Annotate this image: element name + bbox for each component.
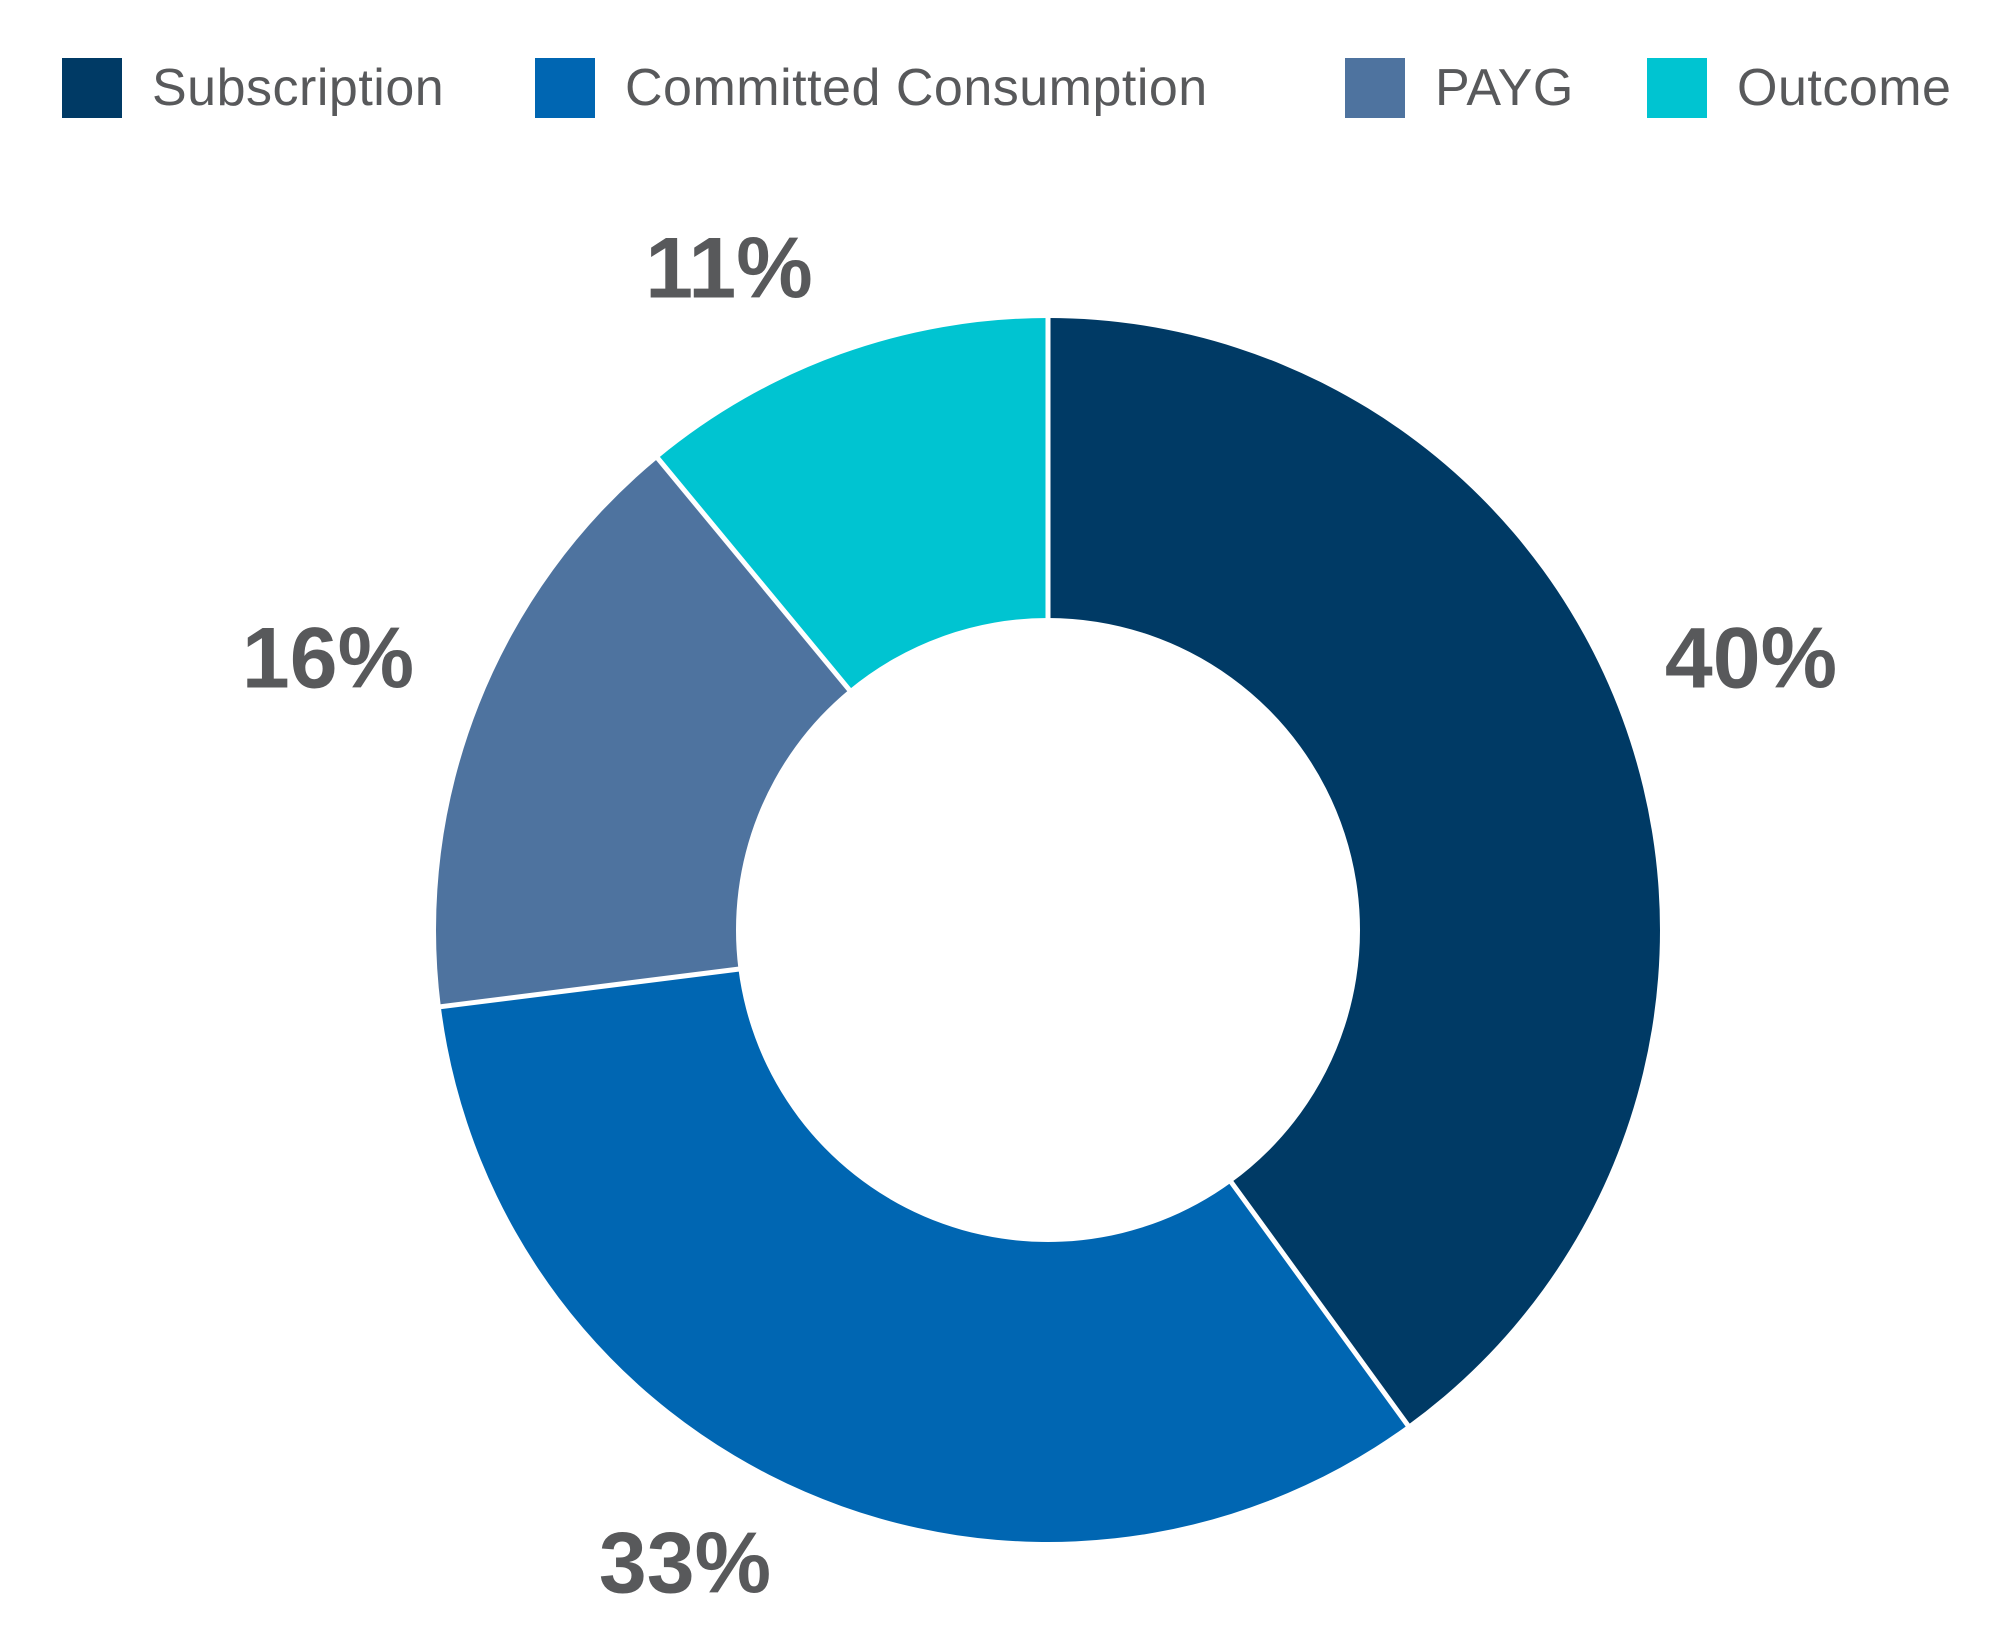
donut-slice-outcome bbox=[657, 318, 1048, 690]
legend-label-committed-consumption: Committed Consumption bbox=[625, 59, 1208, 117]
legend-label-outcome: Outcome bbox=[1737, 59, 1952, 117]
legend-label-subscription: Subscription bbox=[152, 59, 445, 117]
legend-swatch-subscription bbox=[62, 58, 122, 118]
slice-separator bbox=[654, 455, 854, 695]
slice-separator bbox=[438, 966, 743, 1010]
legend-item-committed-consumption: Committed Consumption bbox=[535, 58, 1345, 118]
legend-swatch-committed-consumption bbox=[535, 58, 595, 118]
legend-item-subscription: Subscription bbox=[62, 58, 535, 118]
value-label-outcome: 11% bbox=[645, 220, 813, 317]
value-label-subscription: 40% bbox=[1664, 610, 1838, 707]
legend-item-payg: PAYG bbox=[1345, 58, 1647, 118]
legend-swatch-payg bbox=[1345, 58, 1405, 118]
slice-separator bbox=[1227, 1177, 1411, 1429]
legend-swatch-outcome bbox=[1647, 58, 1707, 118]
value-label-payg: 16% bbox=[241, 610, 415, 707]
legend-label-payg: PAYG bbox=[1435, 59, 1574, 117]
chart-legend: Subscription Committed Consumption PAYG … bbox=[62, 58, 1951, 118]
donut-slice-subscription bbox=[1048, 318, 1660, 1426]
legend-item-outcome: Outcome bbox=[1647, 58, 1951, 118]
value-label-committed-consumption: 33% bbox=[598, 1515, 772, 1612]
donut-slice-payg bbox=[436, 458, 850, 1007]
donut-slice-committed-consumption bbox=[440, 969, 1408, 1542]
